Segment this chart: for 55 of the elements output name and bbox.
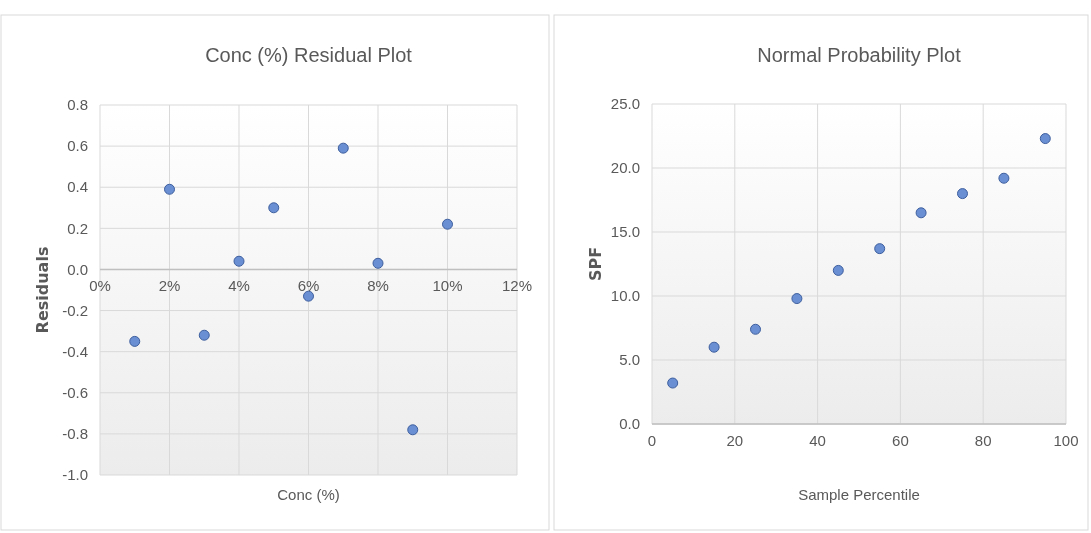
point	[198, 329, 210, 341]
x-tick-label: 12%	[501, 277, 533, 295]
y-tick-label: 0.0	[619, 415, 640, 433]
y-tick-label: -0.6	[62, 384, 88, 402]
x-tick-label: 2%	[158, 277, 181, 295]
point	[164, 183, 175, 195]
y-tick-label: 20.0	[610, 159, 640, 177]
x-tick-label: 20	[726, 432, 744, 449]
point	[303, 290, 314, 302]
x-tick-label: 100	[1053, 432, 1079, 449]
y-tick-label: 0.2	[67, 219, 88, 237]
chart-title: Conc (%) Residual Plot	[205, 44, 413, 66]
point	[750, 323, 761, 335]
y-tick-label: 0.0	[67, 260, 88, 278]
y-tick-label: 25.0	[610, 95, 640, 113]
x-tick-label: 10%	[432, 277, 463, 295]
point	[832, 264, 844, 276]
x-tick-label: 4%	[228, 277, 250, 295]
point	[998, 172, 1010, 184]
y-tick-label: 0.4	[67, 178, 88, 196]
point	[129, 335, 141, 347]
y-tick-label: -1.0	[62, 466, 88, 484]
point	[874, 243, 886, 255]
point	[708, 341, 720, 353]
point	[1039, 133, 1051, 145]
point	[268, 202, 280, 214]
x-tick-label: 40	[809, 432, 826, 449]
y-axis-title: SPF	[586, 246, 605, 282]
y-tick-label: 5.0	[619, 351, 640, 369]
point	[233, 255, 245, 267]
x-axis-title: Sample Percentile	[798, 486, 920, 503]
point	[372, 257, 384, 269]
x-tick-label: 60	[892, 432, 909, 449]
y-axis-title: Residuals	[33, 246, 52, 334]
point	[791, 293, 803, 305]
x-tick-label: 0%	[89, 277, 111, 295]
point	[407, 424, 419, 436]
y-tick-label: 0.6	[67, 137, 88, 155]
x-tick-label: 80	[974, 432, 992, 449]
x-tick-label: 6%	[297, 277, 320, 295]
point	[915, 207, 927, 219]
point	[337, 142, 349, 154]
x-tick-label: 0	[647, 432, 657, 449]
chart-title: Normal Probability Plot	[757, 44, 962, 66]
point	[667, 377, 679, 389]
point	[957, 188, 968, 200]
y-tick-label: -0.8	[62, 425, 88, 443]
y-tick-label: -0.4	[62, 342, 88, 360]
y-tick-label: 15.0	[610, 223, 640, 241]
point	[442, 218, 453, 230]
y-tick-label: 10.0	[610, 287, 640, 305]
x-axis-title: Conc (%)	[277, 486, 340, 503]
x-tick-label: 8%	[367, 277, 389, 295]
y-tick-label: 0.8	[67, 96, 88, 114]
y-tick-label: -0.2	[62, 301, 88, 319]
